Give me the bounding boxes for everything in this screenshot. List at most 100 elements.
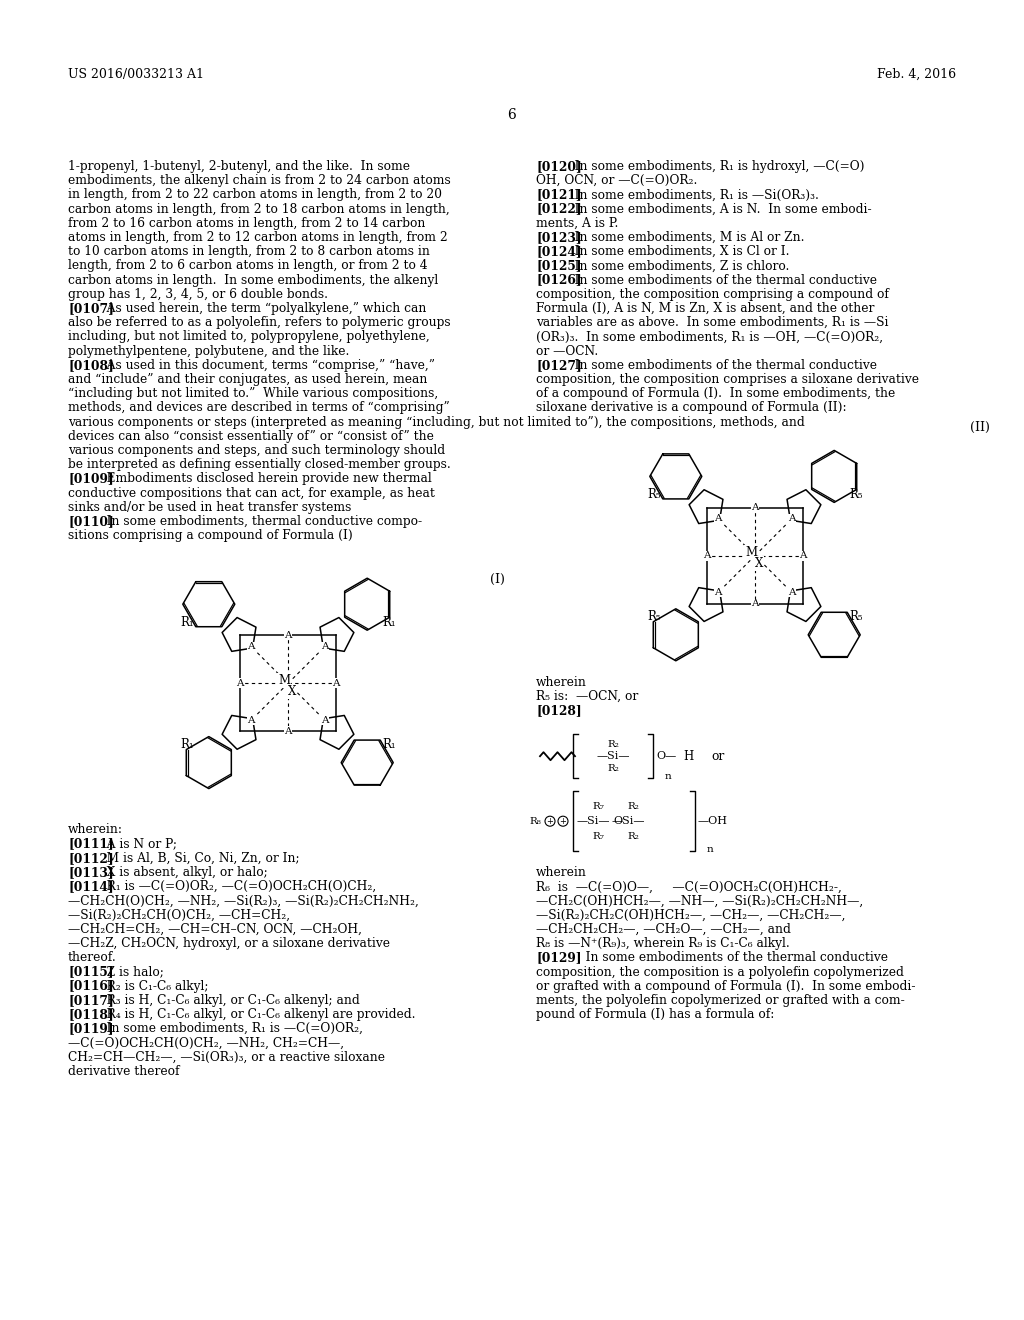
Text: (II): (II): [970, 421, 990, 433]
Text: In some embodiments, R₁ is —C(=O)OR₂,: In some embodiments, R₁ is —C(=O)OR₂,: [95, 1022, 364, 1035]
Text: A: A: [800, 550, 807, 560]
Text: R₂: R₂: [607, 739, 618, 748]
Text: pound of Formula (I) has a formula of:: pound of Formula (I) has a formula of:: [536, 1008, 774, 1022]
Text: methods, and devices are described in terms of “comprising”: methods, and devices are described in te…: [68, 401, 450, 414]
Text: In some embodiments, R₁ is hydroxyl, —C(=O): In some embodiments, R₁ is hydroxyl, —C(…: [563, 160, 865, 173]
Text: X: X: [755, 557, 763, 570]
Text: A: A: [248, 715, 255, 725]
Text: in length, from 2 to 22 carbon atoms in length, from 2 to 20: in length, from 2 to 22 carbon atoms in …: [68, 189, 442, 202]
Text: R₂ is C₁-C₆ alkyl;: R₂ is C₁-C₆ alkyl;: [95, 979, 209, 993]
Text: R₃ is H, C₁-C₆ alkyl, or C₁-C₆ alkenyl; and: R₃ is H, C₁-C₆ alkyl, or C₁-C₆ alkenyl; …: [95, 994, 360, 1007]
Text: [0109]: [0109]: [68, 473, 114, 486]
Text: R₁: R₁: [382, 738, 396, 751]
Text: Z is halo;: Z is halo;: [95, 965, 164, 978]
Text: H: H: [683, 750, 693, 763]
Text: R₅: R₅: [850, 610, 863, 623]
Text: —CH₂CH₂CH₂—, —CH₂O—, —CH₂—, and: —CH₂CH₂CH₂—, —CH₂O—, —CH₂—, and: [536, 923, 791, 936]
Text: As used in this document, terms “comprise,” “have,”: As used in this document, terms “compris…: [95, 359, 435, 372]
Text: or: or: [712, 750, 725, 763]
Text: R₂: R₂: [607, 764, 618, 772]
Text: carbon atoms in length.  In some embodiments, the alkenyl: carbon atoms in length. In some embodime…: [68, 273, 438, 286]
Text: and “include” and their conjugates, as used herein, mean: and “include” and their conjugates, as u…: [68, 374, 427, 385]
Text: A: A: [752, 503, 759, 512]
Text: A: A: [285, 631, 292, 640]
Text: In some embodiments of the thermal conductive: In some embodiments of the thermal condu…: [574, 952, 888, 965]
Text: conductive compositions that can act, for example, as heat: conductive compositions that can act, fo…: [68, 487, 435, 499]
Text: Formula (I), A is N, M is Zn, X is absent, and the other: Formula (I), A is N, M is Zn, X is absen…: [536, 302, 874, 315]
Text: O—: O—: [656, 751, 676, 762]
Text: (OR₃)₃.  In some embodiments, R₁ is —OH, —C(=O)OR₂,: (OR₃)₃. In some embodiments, R₁ is —OH, …: [536, 330, 883, 343]
Text: R₅: R₅: [850, 488, 863, 500]
Text: M is Al, B, Si, Co, Ni, Zn, or In;: M is Al, B, Si, Co, Ni, Zn, or In;: [95, 851, 300, 865]
Text: wherein: wherein: [536, 866, 587, 879]
Text: R₄ is H, C₁-C₆ alkyl, or C₁-C₆ alkenyl are provided.: R₄ is H, C₁-C₆ alkyl, or C₁-C₆ alkenyl a…: [95, 1008, 416, 1020]
Text: R₇: R₇: [592, 832, 604, 841]
Text: group has 1, 2, 3, 4, 5, or 6 double bonds.: group has 1, 2, 3, 4, 5, or 6 double bon…: [68, 288, 328, 301]
Text: —C(=O)OCH₂CH(O)CH₂, —NH₂, CH₂=CH—,: —C(=O)OCH₂CH(O)CH₂, —NH₂, CH₂=CH—,: [68, 1036, 344, 1049]
Text: of a compound of Formula (I).  In some embodiments, the: of a compound of Formula (I). In some em…: [536, 387, 895, 400]
Text: In some embodiments of the thermal conductive: In some embodiments of the thermal condu…: [563, 359, 878, 372]
Text: siloxane derivative is a compound of Formula (II):: siloxane derivative is a compound of For…: [536, 401, 847, 414]
Text: R₆  is  —C(=O)O—,     —C(=O)OCH₂C(OH)HCH₂-,: R₆ is —C(=O)O—, —C(=O)OCH₂C(OH)HCH₂-,: [536, 880, 842, 894]
Text: US 2016/0033213 A1: US 2016/0033213 A1: [68, 69, 204, 81]
Text: composition, the composition comprises a siloxane derivative: composition, the composition comprises a…: [536, 374, 919, 385]
Text: carbon atoms in length, from 2 to 18 carbon atoms in length,: carbon atoms in length, from 2 to 18 car…: [68, 202, 450, 215]
Text: Feb. 4, 2016: Feb. 4, 2016: [877, 69, 956, 81]
Text: R₇: R₇: [592, 801, 604, 810]
Text: CH₂=CH—CH₂—, —Si(OR₃)₃, or a reactive siloxane: CH₂=CH—CH₂—, —Si(OR₃)₃, or a reactive si…: [68, 1051, 385, 1064]
Text: devices can also “consist essentially of” or “consist of” the: devices can also “consist essentially of…: [68, 430, 434, 442]
Text: A: A: [715, 515, 722, 523]
Text: A: A: [333, 678, 340, 688]
Text: M: M: [278, 675, 290, 686]
Text: R₈ is —N⁺(R₉)₃, wherein R₉ is C₁-C₆ alkyl.: R₈ is —N⁺(R₉)₃, wherein R₉ is C₁-C₆ alky…: [536, 937, 790, 950]
Text: [0119]: [0119]: [68, 1022, 114, 1035]
Text: In some embodiments, X is Cl or I.: In some embodiments, X is Cl or I.: [563, 246, 790, 259]
Text: wherein:: wherein:: [68, 824, 123, 837]
Text: polymethylpentene, polybutene, and the like.: polymethylpentene, polybutene, and the l…: [68, 345, 349, 358]
Text: R₅: R₅: [647, 488, 660, 500]
Text: —Si—: —Si—: [596, 751, 630, 762]
Text: [0121]: [0121]: [536, 189, 582, 202]
Text: +: +: [559, 817, 566, 826]
Text: As used herein, the term “polyalkylene,” which can: As used herein, the term “polyalkylene,”…: [95, 302, 427, 315]
Text: [0115]: [0115]: [68, 965, 114, 978]
Text: A: A: [285, 727, 292, 737]
Text: R₂: R₂: [627, 832, 639, 841]
Text: —Si(R₂)₂CH₂C(OH)HCH₂—, —CH₂—, —CH₂CH₂—,: —Si(R₂)₂CH₂C(OH)HCH₂—, —CH₂—, —CH₂CH₂—,: [536, 908, 846, 921]
Text: In some embodiments, thermal conductive compo-: In some embodiments, thermal conductive …: [95, 515, 423, 528]
Text: In some embodiments, R₁ is —Si(OR₃)₃.: In some embodiments, R₁ is —Si(OR₃)₃.: [563, 189, 819, 202]
Text: [0122]: [0122]: [536, 202, 582, 215]
Text: [0126]: [0126]: [536, 273, 582, 286]
Text: 6: 6: [508, 108, 516, 121]
Text: +: +: [547, 817, 553, 826]
Text: n: n: [707, 845, 714, 854]
Text: n: n: [665, 772, 672, 780]
Text: also be referred to as a polyolefin, refers to polymeric groups: also be referred to as a polyolefin, ref…: [68, 317, 451, 329]
Text: A: A: [321, 715, 329, 725]
Text: [0116]: [0116]: [68, 979, 114, 993]
Text: atoms in length, from 2 to 12 carbon atoms in length, from 2: atoms in length, from 2 to 12 carbon ato…: [68, 231, 447, 244]
Text: composition, the composition is a polyolefin copolymerized: composition, the composition is a polyol…: [536, 966, 904, 978]
Text: M: M: [744, 546, 757, 560]
Text: [0120]: [0120]: [536, 160, 582, 173]
Text: Embodiments disclosed herein provide new thermal: Embodiments disclosed herein provide new…: [95, 473, 432, 486]
Text: be interpreted as defining essentially closed-member groups.: be interpreted as defining essentially c…: [68, 458, 451, 471]
Text: various components or steps (interpreted as meaning “including, but not limited : various components or steps (interpreted…: [68, 416, 805, 429]
Text: —CH₂Z, CH₂OCN, hydroxyl, or a siloxane derivative: —CH₂Z, CH₂OCN, hydroxyl, or a siloxane d…: [68, 937, 390, 950]
Text: ments, A is P.: ments, A is P.: [536, 216, 618, 230]
Text: [0110]: [0110]: [68, 515, 114, 528]
Text: A: A: [752, 599, 759, 609]
Text: from 2 to 16 carbon atoms in length, from 2 to 14 carbon: from 2 to 16 carbon atoms in length, fro…: [68, 216, 425, 230]
Text: [0128]: [0128]: [536, 704, 582, 717]
Text: R₁ is —C(=O)OR₂, —C(=O)OCH₂CH(O)CH₂,: R₁ is —C(=O)OR₂, —C(=O)OCH₂CH(O)CH₂,: [95, 880, 377, 894]
Text: A: A: [715, 587, 722, 597]
Text: [0129]: [0129]: [536, 952, 582, 965]
Text: —Si(R₂)₂CH₂CH(O)CH₂, —CH=CH₂,: —Si(R₂)₂CH₂CH(O)CH₂, —CH=CH₂,: [68, 908, 290, 921]
Text: derivative thereof: derivative thereof: [68, 1065, 179, 1078]
Text: [0125]: [0125]: [536, 260, 582, 272]
Text: [0112]: [0112]: [68, 851, 114, 865]
Text: —CH₂CH(O)CH₂, —NH₂, —Si(R₂)₃, —Si(R₂)₂CH₂CH₂NH₂,: —CH₂CH(O)CH₂, —NH₂, —Si(R₂)₃, —Si(R₂)₂CH…: [68, 895, 419, 907]
Text: —CH₂C(OH)HCH₂—, —NH—, —Si(R₂)₂CH₂CH₂NH—,: —CH₂C(OH)HCH₂—, —NH—, —Si(R₂)₂CH₂CH₂NH—,: [536, 895, 863, 908]
Text: O: O: [613, 816, 623, 826]
Text: A: A: [237, 678, 244, 688]
